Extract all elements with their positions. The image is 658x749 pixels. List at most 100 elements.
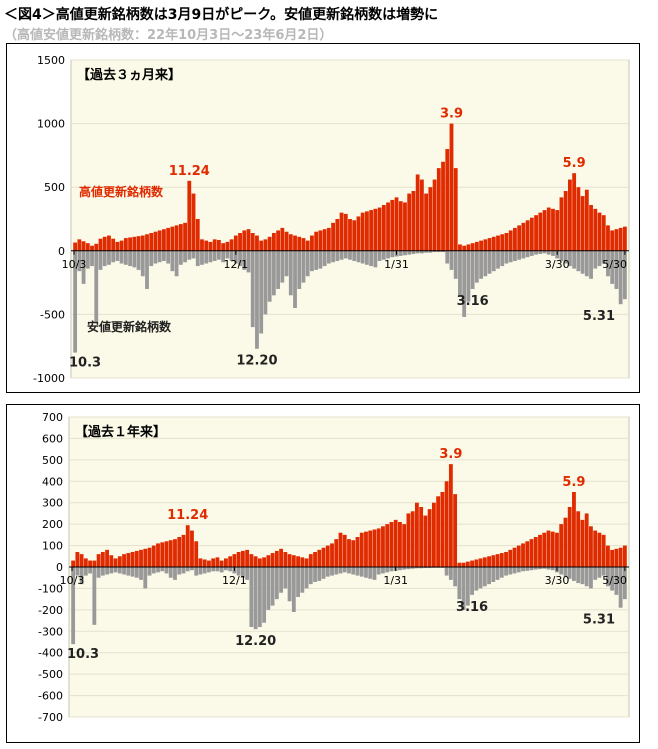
- bar-high: [240, 550, 245, 567]
- peak-annotation: 3.16: [457, 294, 489, 309]
- chart-panel-1-year: 700 600 500 400 300 200 100 0 -100 -200 -300 -400 -5…: [6, 404, 640, 743]
- bar-high: [542, 210, 547, 251]
- bar-high: [529, 217, 534, 251]
- bar-low: [499, 567, 504, 578]
- bar-low: [178, 250, 183, 265]
- panel-label: 【過去３ヵ月来】: [77, 67, 181, 83]
- bar-low: [365, 250, 369, 265]
- series-label-low: 安値更新銘柄数: [87, 319, 172, 334]
- peak-annotation: 5.31: [583, 309, 615, 324]
- bar-low: [402, 567, 407, 570]
- bar-low: [568, 250, 572, 267]
- bar-low: [521, 567, 525, 572]
- bar-high: [301, 238, 306, 251]
- bar-low: [185, 567, 190, 572]
- bar-high: [428, 187, 433, 251]
- bar-high: [335, 219, 340, 251]
- bar-high: [398, 522, 402, 567]
- bar-low: [448, 567, 453, 580]
- bar-low: [219, 567, 224, 573]
- bar-low: [614, 250, 619, 289]
- bar-high: [288, 234, 293, 251]
- bar-low: [280, 250, 285, 283]
- bar-low: [538, 567, 542, 570]
- y-tick-label: 700: [42, 411, 63, 424]
- bar-high: [508, 549, 513, 567]
- chart-1-year: 700 600 500 400 300 200 100 0 -100 -200 -300 -400 -5…: [38, 411, 630, 724]
- bar-low: [534, 250, 538, 255]
- bar-high: [513, 227, 517, 251]
- bar-high: [572, 173, 577, 251]
- bar-low: [296, 567, 300, 597]
- bar-high: [563, 191, 568, 251]
- bar-low: [128, 250, 132, 267]
- bar-low: [83, 567, 88, 576]
- bar-high: [145, 234, 149, 251]
- bar-low: [160, 567, 165, 572]
- bar-high: [398, 201, 403, 251]
- bar-high: [614, 229, 619, 251]
- bar-low: [376, 567, 381, 575]
- bar-low: [453, 567, 458, 587]
- bar-low: [276, 250, 281, 289]
- bar-high: [107, 235, 111, 251]
- bar-high: [601, 215, 606, 251]
- figure-title: ＜図4＞高値更新銘柄数は3月9日がピーク。安値更新銘柄数は増勢に: [4, 7, 439, 23]
- bar-high: [610, 230, 615, 251]
- bar-low: [343, 250, 348, 259]
- bar-low: [589, 567, 593, 589]
- bar-low: [355, 567, 360, 576]
- bar-high: [211, 558, 216, 567]
- bar-low: [215, 567, 220, 572]
- bar-high: [580, 196, 585, 251]
- bar-high: [386, 202, 390, 251]
- bar-low: [335, 250, 340, 261]
- bar-high: [487, 556, 491, 567]
- bar-low: [229, 250, 234, 261]
- bar-low: [262, 567, 267, 623]
- bar-low: [283, 567, 288, 589]
- bar-low: [317, 567, 322, 581]
- bar-high: [419, 179, 424, 251]
- x-tick-label: 1/31: [383, 574, 408, 587]
- bar-high: [94, 243, 99, 251]
- bar-low: [191, 250, 196, 259]
- bar-high: [465, 561, 470, 567]
- bar-low: [200, 250, 204, 265]
- bar-high: [364, 531, 368, 567]
- y-tick-label: -1000: [33, 372, 65, 385]
- peak-annotation: 5.31: [583, 613, 615, 628]
- peak-annotation: 3.9: [439, 447, 462, 462]
- bar-high: [546, 530, 551, 567]
- bar-low: [474, 567, 479, 591]
- y-tick-label: -500: [40, 308, 65, 321]
- bar-low: [403, 250, 407, 256]
- y-tick-label: 1500: [37, 54, 65, 67]
- bar-high: [92, 560, 97, 567]
- bar-low: [136, 250, 141, 270]
- bar-high: [284, 231, 289, 251]
- bar-high: [317, 549, 322, 567]
- bar-low: [212, 250, 217, 261]
- bar-low: [491, 567, 496, 582]
- bar-low: [166, 250, 171, 264]
- peak-annotation: 3.9: [440, 107, 463, 122]
- bar-low: [512, 567, 517, 574]
- bar-high: [415, 174, 420, 251]
- bar-high: [147, 547, 152, 567]
- bar-high: [246, 229, 251, 251]
- bar-high: [584, 513, 589, 567]
- bar-high: [331, 222, 335, 251]
- bar-low: [105, 567, 109, 575]
- bar-low: [77, 250, 82, 272]
- bar-low: [618, 567, 623, 608]
- bar-low: [279, 567, 284, 593]
- bar-high: [576, 187, 581, 251]
- bar-high: [81, 241, 86, 251]
- bar-high: [238, 232, 242, 251]
- bar-high: [356, 216, 361, 251]
- y-tick-label: -200: [38, 604, 63, 617]
- bar-high: [555, 532, 559, 567]
- bar-high: [156, 543, 160, 567]
- bar-low: [415, 250, 420, 254]
